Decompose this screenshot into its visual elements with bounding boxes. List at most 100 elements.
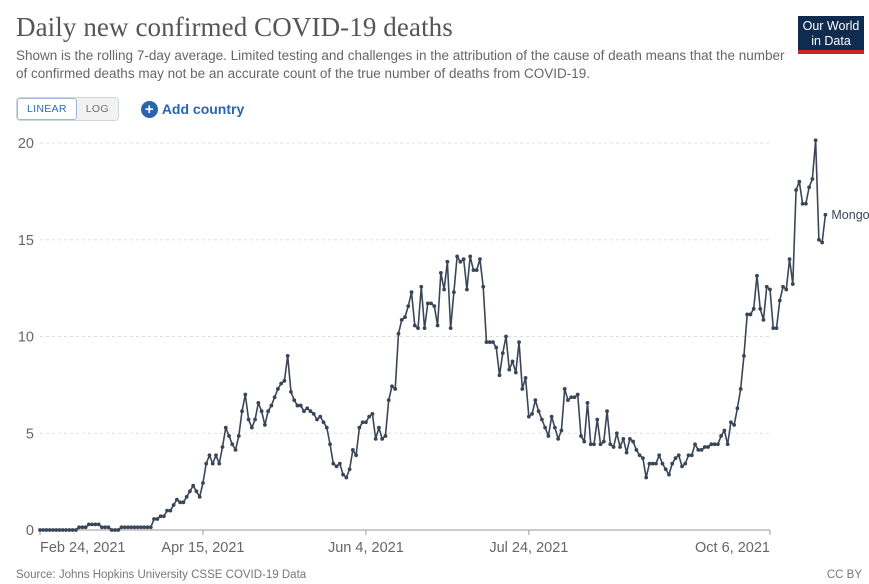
data-point[interactable] — [605, 409, 609, 414]
data-point[interactable] — [517, 340, 521, 345]
data-point[interactable] — [543, 425, 548, 430]
data-point[interactable] — [210, 461, 215, 466]
data-point[interactable] — [523, 376, 528, 380]
data-point[interactable] — [455, 254, 460, 259]
data-point[interactable] — [507, 367, 512, 372]
data-point[interactable] — [285, 353, 290, 358]
data-point[interactable] — [696, 447, 701, 452]
data-point[interactable] — [777, 298, 782, 303]
data-point[interactable] — [109, 528, 114, 532]
data-point[interactable] — [579, 434, 583, 438]
data-point[interactable] — [204, 461, 209, 466]
data-point[interactable] — [660, 461, 665, 466]
data-point[interactable] — [595, 417, 600, 422]
data-point[interactable] — [282, 378, 287, 383]
series-mongolia[interactable]: Mongolia — [38, 138, 869, 532]
data-point[interactable] — [142, 525, 147, 530]
data-point[interactable] — [487, 340, 492, 345]
data-point[interactable] — [647, 461, 652, 466]
data-point[interactable] — [315, 417, 319, 422]
data-point[interactable] — [103, 525, 108, 530]
data-point[interactable] — [360, 420, 365, 425]
data-point[interactable] — [272, 395, 277, 400]
data-point[interactable] — [429, 301, 433, 306]
data-point[interactable] — [624, 450, 629, 455]
data-point[interactable] — [689, 453, 694, 458]
data-point[interactable] — [471, 268, 476, 273]
data-point[interactable] — [396, 331, 401, 336]
data-point[interactable] — [308, 409, 313, 414]
data-point[interactable] — [38, 528, 42, 532]
data-point[interactable] — [484, 340, 489, 345]
data-point[interactable] — [592, 442, 596, 447]
data-point[interactable] — [93, 522, 98, 527]
data-point[interactable] — [458, 259, 463, 264]
data-point[interactable] — [670, 461, 675, 466]
data-point[interactable] — [191, 483, 196, 488]
data-point[interactable] — [334, 464, 339, 469]
data-point[interactable] — [816, 237, 821, 242]
data-point[interactable] — [406, 304, 411, 309]
data-point[interactable] — [738, 387, 743, 391]
data-point[interactable] — [289, 389, 293, 394]
data-point[interactable] — [520, 387, 525, 391]
data-point[interactable] — [588, 442, 593, 447]
data-point[interactable] — [249, 425, 254, 430]
data-point[interactable] — [276, 387, 280, 391]
data-point[interactable] — [357, 425, 362, 430]
data-point[interactable] — [67, 528, 72, 532]
data-point[interactable] — [165, 508, 170, 513]
data-point[interactable] — [585, 400, 590, 405]
data-point[interactable] — [181, 500, 186, 505]
data-point[interactable] — [582, 439, 587, 444]
data-point[interactable] — [341, 472, 345, 477]
data-point[interactable] — [800, 201, 805, 206]
data-point[interactable] — [419, 284, 424, 289]
data-point[interactable] — [725, 442, 730, 447]
data-point[interactable] — [803, 201, 808, 206]
data-point[interactable] — [712, 442, 717, 447]
data-point[interactable] — [302, 409, 306, 414]
data-point[interactable] — [152, 517, 156, 521]
data-point[interactable] — [608, 442, 613, 447]
data-point[interactable] — [631, 439, 636, 444]
data-point[interactable] — [722, 428, 727, 433]
data-point[interactable] — [500, 351, 505, 356]
data-point[interactable] — [259, 409, 264, 414]
data-point[interactable] — [810, 177, 815, 181]
data-point[interactable] — [227, 434, 231, 438]
data-point[interactable] — [732, 423, 737, 427]
data-point[interactable] — [155, 517, 160, 521]
data-point[interactable] — [787, 257, 792, 261]
data-point[interactable] — [350, 447, 355, 452]
data-point[interactable] — [536, 409, 541, 414]
data-point[interactable] — [673, 456, 678, 461]
data-point[interactable] — [735, 406, 740, 411]
data-point[interactable] — [161, 514, 166, 519]
data-point[interactable] — [451, 290, 456, 295]
data-point[interactable] — [709, 442, 714, 447]
data-point[interactable] — [657, 453, 662, 458]
data-point[interactable] — [116, 528, 121, 532]
data-point[interactable] — [337, 461, 342, 466]
data-point[interactable] — [745, 312, 750, 317]
data-point[interactable] — [393, 387, 398, 391]
data-point[interactable] — [468, 254, 473, 259]
data-point[interactable] — [794, 188, 798, 192]
data-point[interactable] — [637, 453, 642, 458]
data-point[interactable] — [728, 420, 733, 425]
data-point[interactable] — [504, 334, 508, 339]
data-point[interactable] — [223, 425, 228, 430]
data-point[interactable] — [41, 528, 46, 532]
data-point[interactable] — [214, 453, 218, 458]
data-point[interactable] — [194, 489, 199, 494]
data-point[interactable] — [813, 138, 818, 143]
data-point[interactable] — [73, 528, 78, 532]
data-point[interactable] — [60, 528, 65, 532]
data-point[interactable] — [442, 287, 447, 292]
data-point[interactable] — [627, 436, 632, 441]
data-point[interactable] — [742, 353, 746, 358]
data-point[interactable] — [611, 445, 616, 449]
data-point[interactable] — [820, 240, 825, 245]
data-point[interactable] — [311, 412, 316, 416]
